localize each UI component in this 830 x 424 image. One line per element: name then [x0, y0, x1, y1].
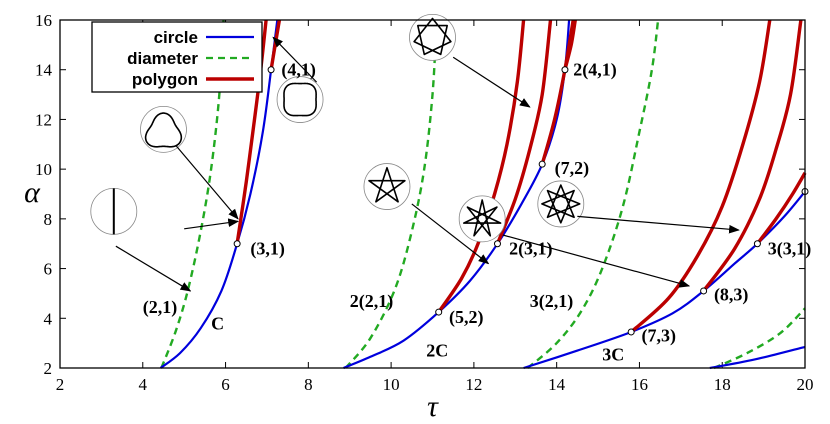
- annotation-arrow: [272, 36, 318, 83]
- diameter-curve: [160, 19, 225, 369]
- inset-circle-outline: [409, 14, 456, 61]
- branch-label: C: [211, 313, 224, 333]
- inset-square: [276, 76, 324, 123]
- branch-label: 2C: [426, 341, 448, 361]
- inset-shape: [144, 112, 183, 148]
- branch-label: (2,1): [143, 297, 178, 318]
- bifurcation-point: [233, 240, 241, 248]
- bifurcation-point: [538, 160, 546, 168]
- diameter-curve: [713, 307, 806, 370]
- polygon-curve: [563, 19, 577, 71]
- x-tick-label: 16: [631, 375, 648, 394]
- inset-circle-outline: [140, 105, 187, 153]
- point-labels: (3,1) (4,1) (5,2) 2(3,1) (7,2) 2(4,1) (7,3) (8,…: [143, 60, 811, 365]
- x-tick-label: 6: [221, 375, 230, 394]
- x-tick-label: 10: [383, 375, 400, 394]
- bifurcation-point: [753, 240, 761, 248]
- y-axis-label: α: [24, 176, 41, 209]
- inset-diameter: [90, 187, 138, 235]
- inset-heptagram: [409, 14, 456, 61]
- polygon-curve: [269, 19, 282, 70]
- branch-label: 3C: [602, 344, 624, 364]
- y-tick-label: 16: [35, 11, 52, 30]
- legend-label: diameter: [127, 49, 198, 68]
- y-tick-label: 14: [35, 61, 53, 80]
- inset-circle-outline: [276, 76, 324, 123]
- circle-curve: [709, 345, 806, 370]
- legend-label: circle: [154, 28, 198, 47]
- point-label: (7,2): [555, 158, 590, 179]
- inset-circle-outline: [458, 195, 506, 243]
- inset-shape: [283, 82, 317, 117]
- annotation-arrow: [452, 56, 531, 108]
- point-label: (3,1): [250, 239, 285, 260]
- point-label: 2(3,1): [509, 239, 553, 260]
- bifurcation-point: [435, 308, 443, 316]
- inset-star8: [537, 180, 585, 228]
- annotation-arrow: [175, 145, 239, 220]
- polygon-curve: [437, 19, 526, 314]
- y-tick-label: 4: [44, 309, 53, 328]
- x-tick-label: 18: [714, 375, 731, 394]
- polygon-curve: [495, 19, 553, 245]
- x-tick-label: 8: [304, 375, 313, 394]
- bifurcation-point: [700, 287, 708, 295]
- axes-ticks: 2 4 6 8 10 12 14 16 18 20 2 4 6 8 10 12 14 16: [35, 11, 814, 394]
- y-tick-label: 12: [35, 110, 52, 129]
- inset-star7: [458, 195, 506, 243]
- inset-circle-outline: [363, 163, 411, 210]
- bifurcation-point: [561, 66, 569, 74]
- annotation-arrow: [577, 215, 740, 234]
- inset-triangle: [140, 105, 187, 153]
- diameter-curve: [526, 19, 660, 369]
- annotation-arrow: [115, 245, 192, 292]
- bifurcation-point: [267, 66, 275, 74]
- inset-circle-outline: [537, 180, 585, 228]
- inset-shape: [413, 17, 452, 56]
- point-label: (8,3): [714, 285, 749, 306]
- x-tick-label: 4: [139, 375, 148, 394]
- legend: circle diameter polygon: [91, 21, 263, 93]
- y-tick-label: 8: [44, 210, 53, 229]
- x-axis-label: τ: [427, 390, 439, 423]
- annotation-arrow: [502, 234, 691, 288]
- inset-shape: [541, 184, 581, 224]
- x-tick-label: 12: [465, 375, 482, 394]
- shape-insets: [90, 14, 585, 243]
- bifurcation-point: [493, 240, 501, 248]
- branch-label: 3(2,1): [530, 291, 574, 312]
- y-tick-label: 6: [44, 260, 53, 279]
- annotation-arrow: [411, 203, 490, 265]
- legend-label: polygon: [132, 70, 198, 89]
- diameter-curve: [344, 19, 438, 369]
- x-tick-label: 2: [56, 375, 65, 394]
- annotation-arrow: [184, 218, 240, 230]
- branch-label: 2(2,1): [350, 291, 394, 312]
- y-tick-label: 2: [44, 359, 53, 378]
- inset-shape: [368, 166, 406, 203]
- polygon-curve: [702, 19, 803, 292]
- point-label: (7,3): [642, 326, 677, 347]
- bifurcation-point: [627, 328, 635, 336]
- inset-pentagram: [363, 163, 411, 210]
- point-label: 2(4,1): [573, 60, 617, 81]
- y-tick-label: 10: [35, 160, 52, 179]
- annotation-arrows: [115, 36, 740, 292]
- polygon-curve: [756, 172, 807, 245]
- inset-shape: [463, 199, 502, 237]
- x-tick-label: 20: [797, 375, 814, 394]
- point-label: (4,1): [281, 60, 316, 81]
- x-tick-label: 14: [548, 375, 566, 394]
- plot-frame: [59, 19, 806, 369]
- polygon-curve: [630, 19, 772, 334]
- polygon-curve: [540, 19, 575, 165]
- point-label: 3(3,1): [768, 239, 812, 260]
- point-label: (5,2): [449, 307, 484, 328]
